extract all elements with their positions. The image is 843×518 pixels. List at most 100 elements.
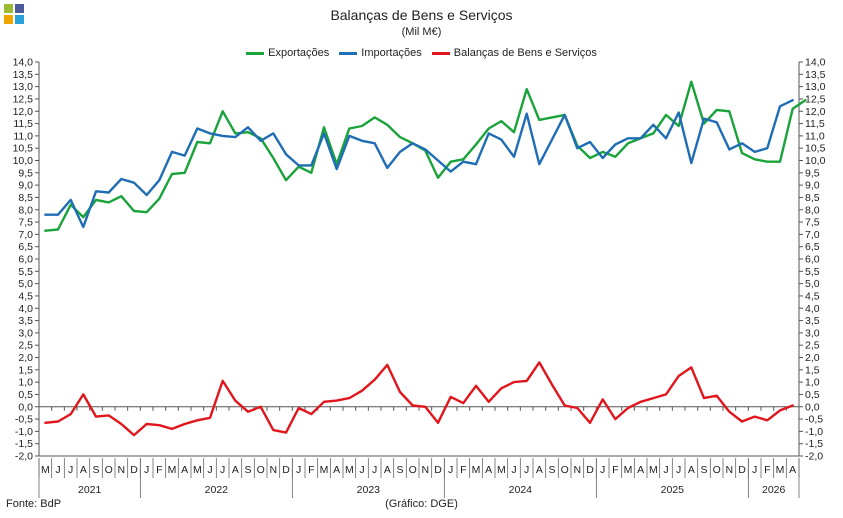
month-label: A xyxy=(232,464,239,476)
legend-swatch-exports xyxy=(246,51,265,55)
series-line-balance xyxy=(44,361,794,437)
y-tick-label-right: 14,0 xyxy=(805,57,826,69)
month-label: J xyxy=(524,464,529,476)
month-label: J xyxy=(144,464,149,476)
month-label: S xyxy=(244,464,251,476)
month-label: O xyxy=(561,464,569,476)
y-tick-label-right: 10,0 xyxy=(805,155,826,167)
y-tick-label-left: -2,0 xyxy=(15,451,33,463)
series-line-imports xyxy=(44,98,794,229)
month-label: D xyxy=(738,464,746,476)
logo xyxy=(4,4,24,24)
y-tick-label-left: 7,5 xyxy=(18,217,33,229)
y-tick-label-right: 7,5 xyxy=(805,217,820,229)
month-label: A xyxy=(384,464,391,476)
y-tick-label-right: 12,0 xyxy=(805,106,826,118)
month-label: A xyxy=(688,464,695,476)
month-label: F xyxy=(460,464,466,476)
y-tick-label-right: 1,5 xyxy=(805,364,820,376)
month-label: J xyxy=(448,464,453,476)
month-label: O xyxy=(409,464,417,476)
month-label: M xyxy=(776,464,785,476)
month-label: O xyxy=(257,464,265,476)
month-label: D xyxy=(586,464,594,476)
y-tick-label-left: 5,5 xyxy=(18,266,33,278)
month-label: J xyxy=(359,464,364,476)
y-tick-label-right: 13,5 xyxy=(805,69,826,81)
y-tick-label-left: 2,5 xyxy=(18,340,33,352)
y-tick-label-left: 8,0 xyxy=(18,204,33,216)
legend-label-balance: Balanças de Bens e Serviços xyxy=(453,47,597,59)
y-tick-label-right: 8,0 xyxy=(805,204,820,216)
y-tick-label-right: 2,5 xyxy=(805,340,820,352)
legend-item-exports: Exportações xyxy=(246,47,329,59)
y-tick-label-left: 12,0 xyxy=(13,106,34,118)
y-tick-label-left: 3,5 xyxy=(18,315,33,327)
y-tick-label-right: -0,5 xyxy=(805,414,823,426)
chart-credit: (Gráfico: DGE) xyxy=(385,498,458,510)
month-label: N xyxy=(422,464,430,476)
year-label: 2025 xyxy=(661,484,685,496)
y-tick-label-right: -2,0 xyxy=(805,451,823,463)
month-label: F xyxy=(156,464,162,476)
y-tick-label-left: 12,5 xyxy=(13,93,34,105)
y-tick-label-right: 6,0 xyxy=(805,254,820,266)
month-label: J xyxy=(220,464,225,476)
month-label: A xyxy=(536,464,543,476)
y-tick-label-left: 0,0 xyxy=(18,401,33,413)
month-label: A xyxy=(333,464,340,476)
legend: Exportações Importações Balanças de Bens… xyxy=(0,47,843,59)
y-tick-label-left: -0,5 xyxy=(15,414,33,426)
y-tick-label-left: 8,5 xyxy=(18,192,33,204)
month-label: M xyxy=(649,464,658,476)
y-tick-label-left: 9,5 xyxy=(18,167,33,179)
y-tick-label-left: 13,0 xyxy=(13,81,34,93)
year-label: 2024 xyxy=(509,484,533,496)
y-tick-label-right: 11,0 xyxy=(805,130,825,142)
y-tick-label-right: 8,5 xyxy=(805,192,820,204)
month-label: O xyxy=(713,464,721,476)
month-label: D xyxy=(130,464,138,476)
legend-item-imports: Importações xyxy=(339,47,422,59)
y-tick-label-left: -1,0 xyxy=(15,426,33,438)
month-label: A xyxy=(80,464,87,476)
logo-square-1 xyxy=(4,4,13,13)
month-label: M xyxy=(472,464,481,476)
month-label: J xyxy=(663,464,668,476)
year-label: 2026 xyxy=(762,484,786,496)
month-label: J xyxy=(296,464,301,476)
month-label: S xyxy=(396,464,403,476)
y-tick-label-right: 9,5 xyxy=(805,167,820,179)
year-label: 2023 xyxy=(357,484,381,496)
year-label: 2021 xyxy=(78,484,102,496)
y-tick-label-left: -1,5 xyxy=(15,438,33,450)
month-label: J xyxy=(207,464,212,476)
month-label: M xyxy=(193,464,202,476)
y-tick-label-right: 4,0 xyxy=(805,303,820,315)
y-tick-label-right: 0,0 xyxy=(805,401,820,413)
month-label: D xyxy=(282,464,290,476)
y-tick-label-left: 4,0 xyxy=(18,303,33,315)
y-tick-label-right: 11,5 xyxy=(805,118,825,130)
y-tick-label-right: 5,0 xyxy=(805,278,820,290)
y-tick-label-left: 10,0 xyxy=(13,155,34,167)
y-tick-label-right: 6,5 xyxy=(805,241,820,253)
month-label: M xyxy=(497,464,506,476)
y-tick-label-left: 13,5 xyxy=(13,69,34,81)
month-label: S xyxy=(700,464,707,476)
y-tick-label-right: -1,5 xyxy=(805,438,823,450)
y-tick-label-left: 5,0 xyxy=(18,278,33,290)
logo-square-2 xyxy=(15,4,24,13)
y-tick-label-right: 1,0 xyxy=(805,377,820,389)
chart-title: Balanças de Bens e Serviços xyxy=(330,7,513,23)
y-tick-label-left: 11,0 xyxy=(13,130,33,142)
month-label: N xyxy=(726,464,734,476)
y-tick-label-left: 9,0 xyxy=(18,180,33,192)
chart-subtitle: (Mil M€) xyxy=(401,26,442,38)
month-label: J xyxy=(372,464,377,476)
y-tick-label-left: 1,5 xyxy=(18,364,33,376)
month-label: M xyxy=(624,464,633,476)
month-label: N xyxy=(118,464,126,476)
y-tick-label-left: 3,0 xyxy=(18,327,33,339)
